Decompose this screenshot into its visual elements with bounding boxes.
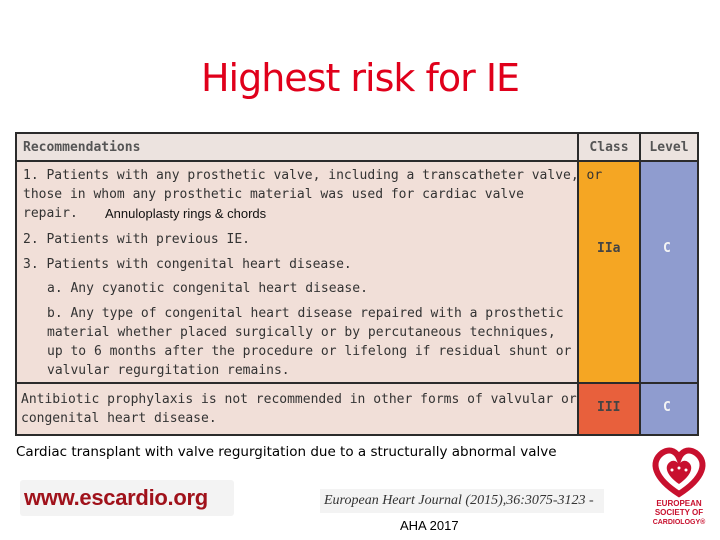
header-recommendations: Recommendations xyxy=(17,134,583,162)
escardio-url[interactable]: www.escardio.org xyxy=(20,480,234,516)
rec-3b-line-4: valvular regurgitation remains. xyxy=(47,363,290,378)
recommendations-table: Recommendations Class Level 1. Patients … xyxy=(15,132,699,436)
rec-no-prophylaxis-line-1: Antibiotic prophylaxis is not recommende… xyxy=(21,392,577,407)
header-level: Level xyxy=(641,134,697,162)
row-divider xyxy=(17,382,697,384)
rec-1-line-3: repair. xyxy=(23,206,78,221)
rec-3b-line-3: up to 6 months after the procedure or li… xyxy=(47,344,572,359)
level-cell-1 xyxy=(641,162,697,382)
column-divider xyxy=(639,134,641,434)
header-divider xyxy=(17,160,697,162)
level-cell-2 xyxy=(641,384,697,434)
column-divider xyxy=(577,134,579,434)
slide-title: Highest risk for IE xyxy=(200,56,520,100)
rec-3a: a. Any cyanotic congenital heart disease… xyxy=(47,281,368,296)
level-label-1: C xyxy=(663,241,671,256)
rec-1-line-1: 1. Patients with any prosthetic valve, i… xyxy=(23,168,603,183)
rec-3: 3. Patients with congenital heart diseas… xyxy=(23,257,352,272)
class-label-iia: IIa xyxy=(597,241,621,256)
transplant-caption: Cardiac transplant with valve regurgitat… xyxy=(16,444,557,460)
header-class: Class xyxy=(579,134,639,162)
level-label-2: C xyxy=(663,400,671,415)
rec-no-prophylaxis-line-2: congenital heart disease. xyxy=(21,411,217,426)
class-cell-iia xyxy=(579,162,639,382)
heart-logo-icon: EUROPEAN SOCIETY OF CARDIOLOGY® xyxy=(652,447,706,526)
rec-3b-line-1: b. Any type of congenital heart disease … xyxy=(47,306,564,321)
logo-line-1: EUROPEAN xyxy=(656,499,702,508)
rec-3b-line-2: material whether placed surgically or by… xyxy=(47,325,556,340)
esc-logo: EUROPEAN SOCIETY OF CARDIOLOGY® xyxy=(644,444,714,530)
annuloplasty-note: Annuloplasty rings & chords xyxy=(105,206,267,221)
logo-line-2: SOCIETY OF xyxy=(655,508,703,517)
class-label-iii: III xyxy=(597,400,621,415)
rec-2: 2. Patients with previous IE. xyxy=(23,232,250,247)
aha-reference: AHA 2017 xyxy=(400,518,459,533)
journal-reference: European Heart Journal (2015),36:3075-31… xyxy=(320,489,604,513)
rec-1-line-2: those in whom any prosthetic material wa… xyxy=(23,187,524,202)
logo-line-3: CARDIOLOGY® xyxy=(653,518,706,526)
class-cell-iii xyxy=(579,384,639,434)
